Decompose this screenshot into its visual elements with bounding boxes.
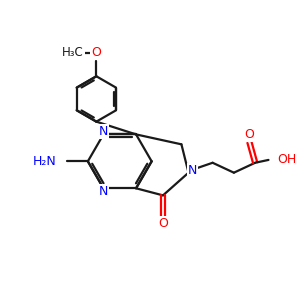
Text: O: O [92, 46, 101, 59]
Text: H₂N: H₂N [33, 155, 57, 168]
Text: N: N [188, 164, 197, 177]
Text: N: N [99, 184, 108, 198]
Text: OH: OH [277, 153, 296, 167]
Text: N: N [99, 125, 108, 138]
Text: O: O [158, 217, 168, 230]
Text: O: O [244, 128, 254, 141]
Text: H₃C: H₃C [62, 46, 84, 59]
